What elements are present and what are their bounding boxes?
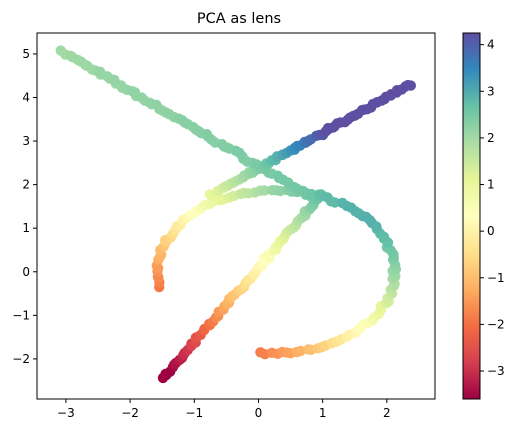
y-tick-label: 0 <box>22 265 30 279</box>
y-tick-label: 3 <box>22 134 30 148</box>
scatter-point <box>346 202 357 213</box>
colorbar-tick-label: 2 <box>487 131 495 145</box>
colorbar-frame <box>462 32 481 400</box>
colorbar-tick-label: −2 <box>487 317 505 331</box>
chart-title: PCA as lens <box>197 11 281 27</box>
y-tick-label: −2 <box>12 352 30 366</box>
scatter-point <box>329 197 341 208</box>
y-tick-label: 4 <box>22 90 30 104</box>
y-tick-label: 2 <box>22 178 30 192</box>
scatter-point <box>201 129 213 140</box>
colorbar-gradient <box>463 33 480 399</box>
scatter-point <box>234 147 245 158</box>
plot-frame <box>36 32 436 400</box>
scatter-point <box>187 121 199 133</box>
colorbar-tick-label: 0 <box>487 224 495 238</box>
scatter-point <box>82 60 93 71</box>
scatter-point <box>55 45 66 56</box>
scatter-point <box>259 185 270 196</box>
y-tick-label: 5 <box>22 47 30 61</box>
scatter-point <box>151 99 162 111</box>
x-tick-label: −2 <box>121 406 139 420</box>
x-tick-label: −1 <box>185 406 203 420</box>
axes-layer: −3 −2 −1 0 1 2 −2 −1 0 1 2 3 4 5 <box>12 47 390 420</box>
scatter-point <box>405 80 416 91</box>
colorbar-tick-label: 4 <box>487 38 495 52</box>
scatter-point <box>109 74 120 86</box>
points-layer <box>55 45 416 384</box>
colorbar-tick-label: −1 <box>487 271 505 285</box>
scatter-point <box>322 192 333 203</box>
scatter-point <box>337 197 348 209</box>
scatter-point <box>295 345 306 357</box>
x-tick-label: −3 <box>57 406 75 420</box>
x-tick-label: 0 <box>255 406 263 420</box>
x-tick-label: 1 <box>319 406 327 420</box>
colorbar-tick-label: 3 <box>487 84 495 98</box>
colorbar: −3 −2 −1 0 1 2 3 4 <box>462 32 505 400</box>
scatter-point <box>116 80 127 91</box>
y-tick-label: 1 <box>22 221 30 235</box>
x-tick-label: 2 <box>383 406 391 420</box>
scatter-point <box>129 87 141 98</box>
scatter-point <box>361 211 372 223</box>
scatter-point <box>272 170 283 181</box>
colorbar-tick-label: −3 <box>487 364 505 378</box>
colorbar-tick-label: 1 <box>487 178 495 192</box>
y-tick-label: −1 <box>12 308 30 322</box>
scatter-point <box>283 177 294 188</box>
scatter-point <box>176 115 188 126</box>
scatter-point <box>306 188 317 200</box>
